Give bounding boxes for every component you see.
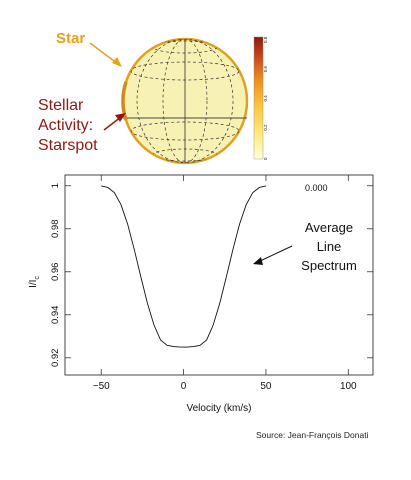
y-axis-label-main: I/I (28, 280, 39, 288)
meridian-line (162, 39, 208, 163)
colorbar-gradient (253, 36, 264, 160)
stellar-activity-label-line1: Stellar (38, 97, 84, 114)
colorbar-tick-label: 0.6 (263, 65, 268, 72)
x-axis-label: Velocity (km/s) (186, 403, 251, 414)
colorbar-tick-label: 0.4 (263, 95, 268, 102)
y-axis-label-sub: c (34, 276, 41, 280)
starspot-limb (121, 81, 128, 121)
meridian-line (136, 39, 234, 163)
stellar-activity-label-line3: Starspot (38, 137, 98, 154)
x-tick-label: 100 (340, 381, 357, 392)
star-globe (121, 37, 249, 165)
x-tick-label: 50 (260, 381, 272, 392)
star-label: Star (56, 30, 86, 47)
line-spectrum-label: Average Line Spectrum (301, 220, 357, 273)
y-tick-label: 1 (50, 183, 61, 188)
phase-label: 0.000 (305, 183, 328, 193)
line-spectrum-label-line3: Spectrum (301, 258, 357, 273)
plot-axes: −50 0 50 100 0.92 0.94 0.96 0.98 1 (50, 175, 373, 392)
star-arrowhead (112, 57, 122, 67)
y-tick-label: 0.96 (50, 263, 61, 282)
y-tick-label: 0.94 (50, 306, 61, 325)
line-spectrum-label-line1: Average (305, 220, 353, 235)
star-arrow (89, 42, 119, 65)
x-tick-label: 0 (181, 381, 187, 392)
source-credit: Source: Jean-François Donati (256, 430, 369, 440)
stellar-activity-label-line2: Activity: (38, 117, 94, 134)
colorbar-tick-label: 0.2 (263, 124, 268, 131)
y-axis-label: I/Ic (28, 276, 41, 288)
y-tick-label: 0.92 (50, 349, 61, 368)
x-tick-label: −50 (93, 381, 110, 392)
colorbar-ticks: 0 0.2 0.4 0.6 0.8 (263, 36, 268, 160)
line-spectrum-label-line2: Line (317, 239, 342, 254)
y-tick-label: 0.98 (50, 220, 61, 239)
line-profile-curve (101, 185, 267, 348)
colorbar-tick-label: 0 (263, 157, 268, 160)
plot-frame (64, 174, 374, 376)
spectrum-arrowhead (253, 257, 263, 265)
spectrum-arrow (257, 245, 293, 263)
stellar-activity-label: Stellar Activity: Starspot (38, 96, 98, 156)
colorbar-tick-label: 0.8 (263, 36, 268, 43)
colorbar: 0 0.2 0.4 0.6 0.8 (253, 36, 268, 160)
activity-arrowhead (115, 113, 126, 122)
